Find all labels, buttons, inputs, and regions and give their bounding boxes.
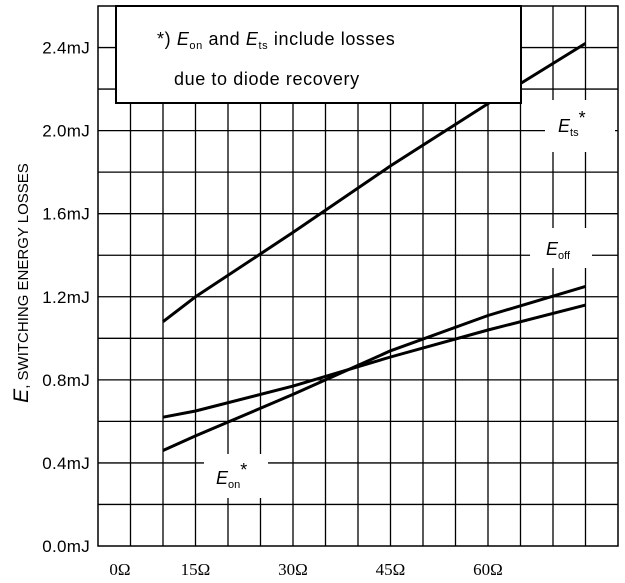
note-line-1: *) Eon and Ets include losses	[157, 29, 395, 52]
x-tick-label: 30Ω	[278, 560, 308, 579]
series-label-eoff: Eoff	[546, 239, 571, 262]
y-axis-label: E, SWITCHING ENERGY LOSSES	[10, 163, 33, 403]
x-tick-label: 0Ω	[109, 560, 130, 579]
y-tick-label: 0.4mJ	[42, 454, 90, 473]
y-tick-label: 1.2mJ	[42, 288, 90, 307]
series-label-eon: Eon*	[216, 460, 247, 491]
data-series	[162, 42, 587, 452]
ets-label-bg	[545, 100, 615, 152]
note-box	[115, 5, 522, 104]
series-line-eon	[162, 284, 586, 452]
eoff-label-bg	[530, 228, 592, 268]
x-tick-label: 45Ω	[376, 560, 406, 579]
y-tick-label: 2.4mJ	[42, 39, 90, 58]
y-tick-label: 2.0mJ	[42, 122, 90, 141]
x-tick-label: 60Ω	[473, 560, 503, 579]
series-label-ets: Ets*	[558, 108, 586, 139]
y-tick-labels: 0.0mJ 0.4mJ 0.8mJ 1.2mJ 1.6mJ 2.0mJ 2.4mJ	[42, 39, 90, 556]
series-line-eoff	[162, 303, 586, 419]
y-tick-label: 1.6mJ	[42, 205, 90, 224]
y-tick-label: 0.8mJ	[42, 371, 90, 390]
y-tick-label: 0.0mJ	[42, 537, 90, 556]
eon-label-bg	[204, 454, 268, 498]
x-tick-label: 15Ω	[181, 560, 211, 579]
note-line-2: due to diode recovery	[174, 69, 360, 89]
x-tick-labels: 0Ω 15Ω 30Ω 45Ω 60Ω	[109, 560, 502, 579]
